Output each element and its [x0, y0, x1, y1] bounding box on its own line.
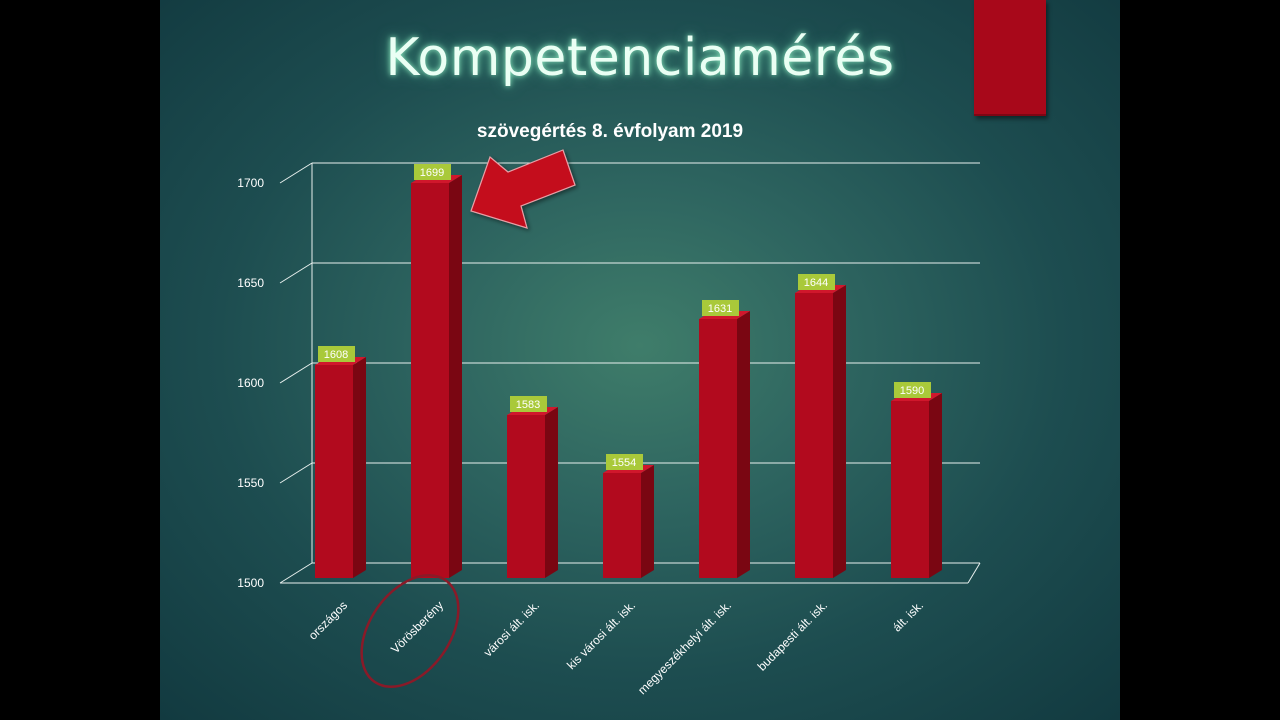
x-tick-label: Vörösberény: [388, 598, 446, 656]
data-label-box: [894, 382, 931, 398]
bar-front: [603, 473, 641, 578]
bar-side: [641, 465, 654, 578]
data-label: 1583: [516, 399, 540, 411]
data-label-box: [318, 346, 355, 362]
bar: 1590: [891, 382, 942, 578]
data-label: 1554: [612, 457, 636, 469]
x-tick-label: megyeszékhelyi ált. isk.: [635, 598, 734, 697]
highlight-ellipse: [360, 574, 460, 688]
gridline-depth: [279, 362, 313, 384]
data-label-box: [414, 164, 451, 180]
bar: 1608: [315, 346, 366, 578]
y-tick-label: 1600: [237, 376, 264, 390]
bar-front: [795, 293, 833, 578]
data-label-box: [606, 454, 643, 470]
gridline-depth: [279, 462, 313, 484]
y-tick-label: 1550: [237, 476, 264, 490]
bar-chart: szövegértés 8. évfolyam 2019 1500 1550 1600…: [237, 121, 981, 697]
bar-side: [737, 311, 750, 578]
x-tick-label: kis városi ált. isk.: [564, 598, 638, 672]
bar-front: [699, 319, 737, 578]
bar-side: [929, 393, 942, 578]
data-label: 1608: [324, 349, 348, 361]
data-label: 1644: [804, 277, 828, 289]
slide: Kompetenciamérés szövegértés 8. évfolyam…: [160, 0, 1120, 720]
bar-side: [833, 285, 846, 578]
bar: 1631: [699, 300, 750, 578]
x-tick-label: országos: [306, 598, 350, 642]
data-label-box: [798, 274, 835, 290]
bar: 1554: [603, 454, 654, 578]
gridline-depth: [279, 162, 313, 184]
y-tick-label: 1500: [237, 576, 264, 590]
x-tick-label: ált. isk.: [890, 598, 926, 634]
bar-front: [891, 401, 929, 578]
decorative-red-tab: [974, 0, 1046, 116]
data-label: 1631: [708, 303, 732, 315]
bar-front: [507, 415, 545, 578]
bar: 1699: [411, 164, 462, 578]
data-label: 1699: [420, 167, 444, 179]
x-tick-label: városi ált. isk.: [481, 598, 542, 659]
bar-side: [545, 407, 558, 578]
slide-title: Kompetenciamérés: [385, 28, 895, 88]
y-tick-label: 1700: [237, 176, 264, 190]
bar-front: [315, 365, 353, 578]
bar: 1644: [795, 274, 846, 578]
bar-side: [353, 357, 366, 578]
gridline-depth: [279, 262, 313, 284]
data-label: 1590: [900, 385, 924, 397]
x-tick-label: budapesti ált. isk.: [755, 598, 830, 673]
bar-front: [411, 183, 449, 578]
y-tick-label: 1650: [237, 276, 264, 290]
data-label-box: [510, 396, 547, 412]
floor-right-edge: [967, 562, 981, 584]
pointer-arrow: [470, 149, 576, 229]
data-label-box: [702, 300, 739, 316]
chart-title: szövegértés 8. évfolyam 2019: [477, 121, 743, 142]
gridline-depth: [279, 562, 313, 584]
bar-side: [449, 175, 462, 578]
bar: 1583: [507, 396, 558, 578]
